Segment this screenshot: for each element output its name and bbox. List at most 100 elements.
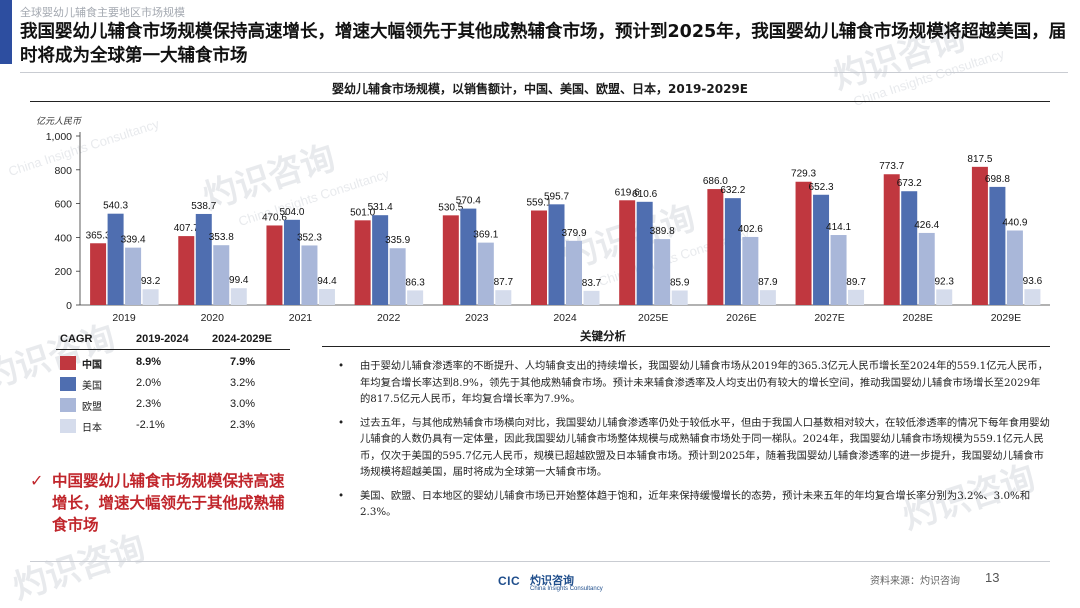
y-tick-label: 1,000 [46,131,72,143]
company-logo: CIC 灼识咨询 China Insights Consultancy [498,572,603,596]
bar-美国 [724,198,741,305]
chart-title: 婴幼儿辅食市场规模，以销售额计，中国、美国、欧盟、日本，2019-2029E [332,82,748,96]
bar-中国 [883,174,900,305]
bar-中国 [795,181,812,305]
cagr-value-2024-2029e: 2.3% [230,419,256,431]
data-label: 632.2 [720,185,745,196]
data-label: 559.1 [526,198,551,209]
data-label: 85.9 [670,277,690,288]
y-tick-label: 600 [54,199,72,211]
bar-中国 [354,220,371,305]
footer-divider [30,561,1050,562]
data-label: 365.3 [86,230,111,241]
bar-欧盟 [1006,230,1023,305]
bar-日本 [848,289,865,305]
cagr-header-period1: 2019-2024 [136,333,189,345]
cagr-region-name: 美国 [82,381,102,392]
bullet-icon: • [338,489,345,502]
data-label: 402.6 [738,224,763,235]
logo-name: 灼识咨询 [530,574,574,587]
checkmark-icon: ✓ [30,471,44,490]
bar-中国 [442,215,459,305]
analysis-bullets: • 由于婴幼儿辅食渗透率的不断提升、人均辅食支出的持续增长，我国婴幼儿辅食市场从… [338,358,1050,528]
data-label: 389.8 [650,226,675,237]
legend-swatch [60,356,76,370]
page-headline: 我国婴幼儿辅食市场规模保持高速增长，增速大幅领先于其他成熟辅食市场，预计到202… [20,22,1067,66]
bar-日本 [583,290,600,305]
cagr-row: 日本 -2.1% 2.3% [60,418,290,436]
conclusion-text: 中国婴幼儿辅食市场规模保持高速增长，增速大幅领先于其他成熟辅食市场 [52,472,285,534]
y-tick-label: 200 [54,266,72,278]
data-label: 339.4 [121,235,146,246]
bar-美国 [372,215,389,305]
bar-日本 [1024,289,1041,305]
x-tick-label: 2024 [553,312,577,324]
x-tick-label: 2022 [377,312,401,324]
data-label: 610.6 [632,189,657,200]
bar-中国 [90,243,107,305]
cagr-row: 美国 2.0% 3.2% [60,376,290,394]
bullet-icon: • [338,416,345,429]
y-tick-label: 0 [66,300,72,312]
cagr-region-name: 中国 [82,360,102,371]
bar-美国 [283,219,300,305]
analysis-bullet-text: 美国、欧盟、日本地区的婴幼儿辅食市场已开始整体趋于饱和，近年来保持缓慢增长的态势… [360,489,1031,519]
data-label: 530.5 [438,202,463,213]
legend-swatch [60,419,76,433]
bar-欧盟 [654,239,671,305]
bar-日本 [407,290,424,305]
data-label: 470.6 [262,212,287,223]
bar-日本 [142,289,159,305]
page-number: 13 [985,570,1000,585]
data-label: 414.1 [826,222,851,233]
chart-title-divider [30,101,1050,102]
data-label: 92.3 [934,276,954,287]
bar-日本 [759,290,776,305]
bullet-icon: • [338,360,345,372]
bar-中国 [971,166,988,305]
bar-欧盟 [301,245,318,305]
cagr-value-2024-2029e: 3.0% [230,398,256,410]
bar-欧盟 [125,247,142,305]
x-tick-label: 2019 [112,312,136,324]
analysis-bullet-text: 过去五年，与其他成熟辅食市场横向对比，我国婴幼儿辅食渗透率仍处于较低水平，但由于… [360,416,1050,479]
bar-中国 [266,225,283,305]
x-tick-label: 2026E [726,312,756,324]
data-label: 87.7 [494,277,514,288]
bar-美国 [460,208,477,305]
x-tick-label: 2027E [814,312,844,324]
bar-欧盟 [389,248,406,305]
bar-欧盟 [918,232,935,305]
analysis-divider [322,346,1050,347]
analysis-title: 关键分析 [580,329,626,343]
data-label: 504.0 [279,207,304,218]
data-label: 379.9 [561,228,586,239]
data-label: 619.6 [615,187,640,198]
analysis-bullet: • 美国、欧盟、日本地区的婴幼儿辅食市场已开始整体趋于饱和，近年来保持缓慢增长的… [338,488,1050,521]
data-label: 369.1 [473,230,498,241]
bar-chart: 0 200 400 600 800 1,000 365.3 540.3 339.4 93.2 201… [46,131,1050,324]
bar-日本 [230,288,247,305]
cagr-region-name: 欧盟 [82,402,102,413]
x-tick-label: 2023 [465,312,489,324]
y-axis-unit-label: 亿元人民币 [36,117,82,127]
data-label: 93.6 [1023,276,1043,287]
data-label: 698.8 [985,174,1010,185]
bar-欧盟 [742,236,759,305]
bar-日本 [936,289,953,305]
data-label: 86.3 [405,277,425,288]
data-label: 407.7 [174,223,199,234]
cagr-header-label: CAGR [60,333,93,345]
header-divider [20,72,1068,73]
x-tick-label: 2028E [903,312,933,324]
bar-中国 [531,210,547,305]
x-tick-label: 2025E [638,312,668,324]
bar-日本 [671,290,688,305]
legend-swatch [60,398,76,412]
bar-美国 [548,204,565,305]
bar-中国 [619,200,636,305]
bar-美国 [195,213,212,305]
data-label: 773.7 [879,161,904,172]
cagr-value-2024-2029e: 7.9% [230,356,256,368]
data-label: 570.4 [456,196,481,207]
